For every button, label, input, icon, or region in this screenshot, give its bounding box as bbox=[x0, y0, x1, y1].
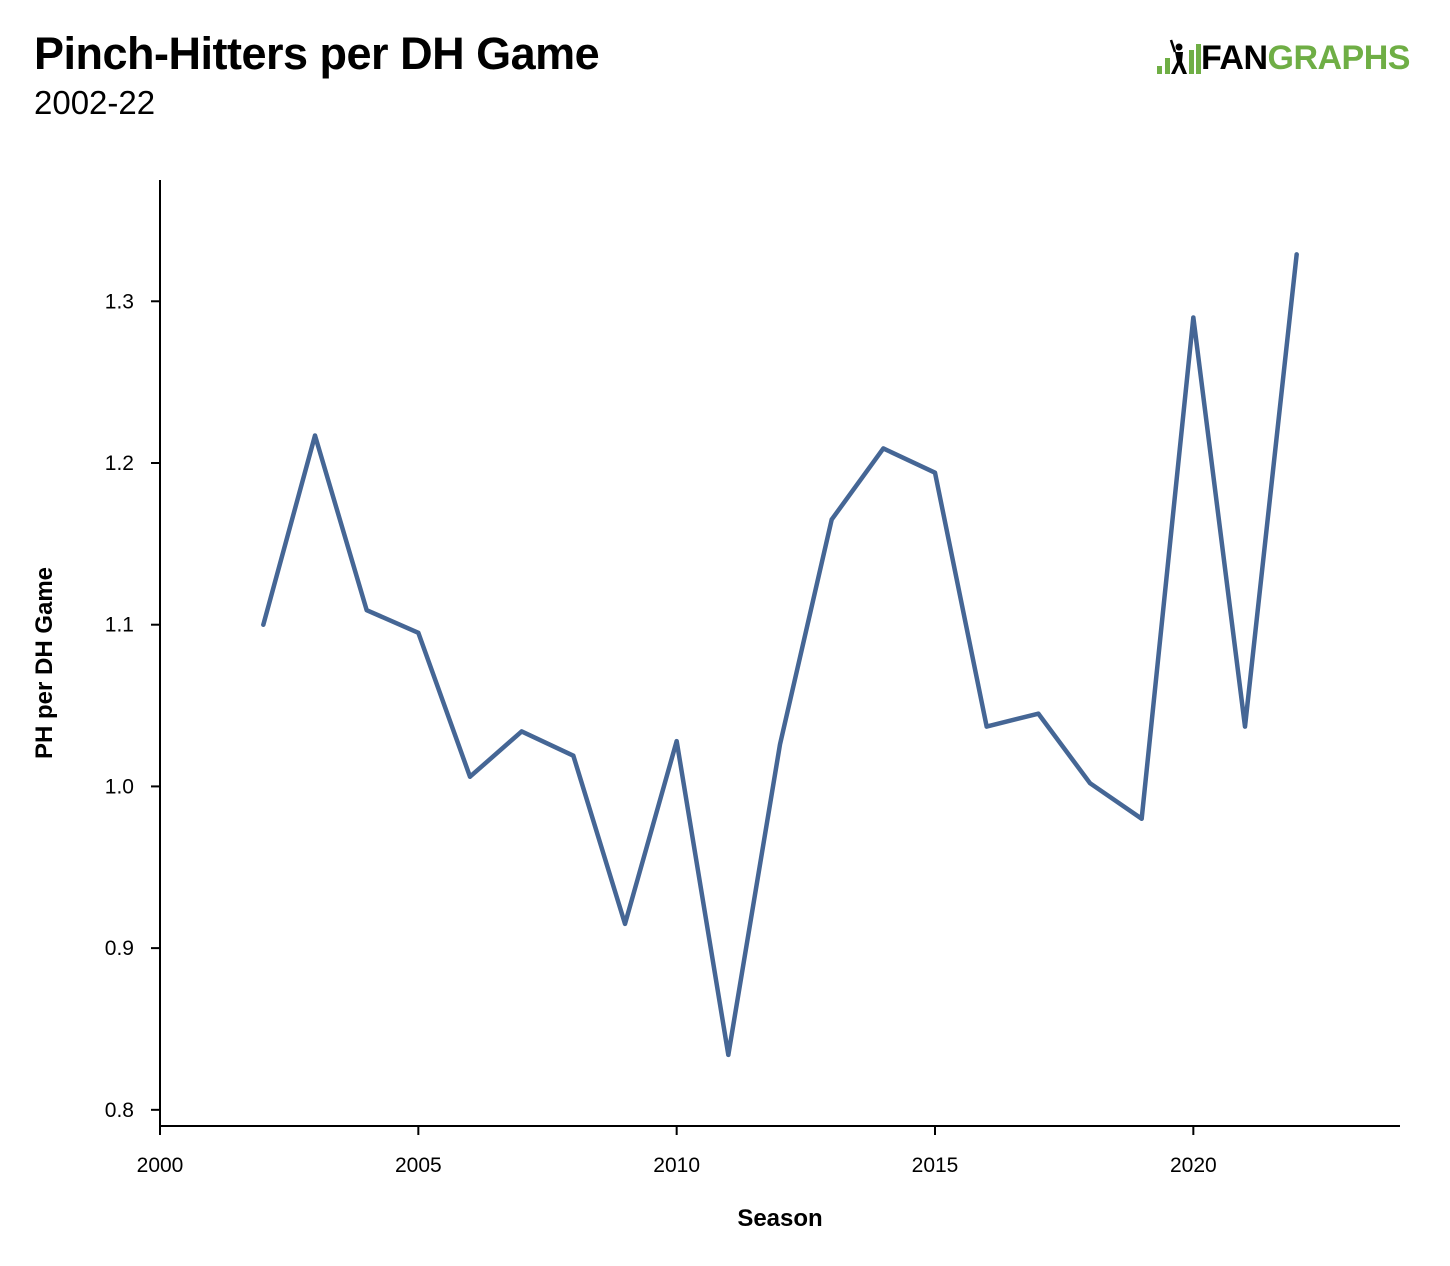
data-point bbox=[778, 742, 782, 747]
data-point bbox=[468, 774, 472, 779]
chart-series bbox=[261, 252, 1299, 1058]
data-point bbox=[674, 739, 679, 744]
series-line bbox=[261, 252, 1299, 1058]
y-tick-label: 0.9 bbox=[105, 937, 134, 960]
data-point bbox=[1139, 816, 1144, 821]
chart-subtitle: 2002-22 bbox=[34, 84, 156, 121]
data-point bbox=[261, 622, 266, 627]
data-point bbox=[571, 753, 576, 758]
data-point bbox=[416, 630, 421, 635]
data-point bbox=[1036, 711, 1041, 716]
chart-axes bbox=[159, 180, 1400, 1127]
x-tick-label: 2010 bbox=[653, 1154, 700, 1177]
data-point bbox=[623, 921, 627, 926]
y-axis-title: PH per DH Game bbox=[31, 567, 58, 759]
y-tick-label: 1.0 bbox=[105, 775, 134, 798]
data-point bbox=[313, 433, 317, 438]
chart-ticks: 2000 2005 2010 2015 2020 0.8 0.9 1.0 1.1 1.2 1.3 bbox=[105, 290, 1217, 1177]
data-point bbox=[829, 517, 834, 522]
x-tick-label: 2005 bbox=[395, 1154, 442, 1177]
data-point bbox=[933, 470, 937, 475]
logo-graphs-text: GRAPHS bbox=[1267, 38, 1411, 77]
x-tick-label: 2015 bbox=[912, 1154, 959, 1177]
fangraphs-logo: FAN GRAPHS bbox=[1155, 38, 1410, 78]
logo-fan-text: FAN bbox=[1201, 38, 1268, 77]
data-point bbox=[519, 729, 524, 734]
data-point bbox=[364, 608, 369, 613]
x-tick-label: 2020 bbox=[1170, 1154, 1217, 1177]
data-point bbox=[1243, 724, 1247, 729]
data-point bbox=[881, 446, 886, 451]
chart-title: Pinch-Hitters per DH Game bbox=[34, 28, 600, 79]
data-point bbox=[1088, 781, 1092, 786]
y-tick-label: 1.2 bbox=[105, 452, 134, 475]
x-axis-title: Season bbox=[737, 1205, 822, 1232]
data-point bbox=[726, 1052, 731, 1057]
y-tick-label: 1.3 bbox=[105, 290, 134, 313]
data-point bbox=[1191, 315, 1196, 320]
y-tick-label: 0.8 bbox=[105, 1099, 134, 1122]
x-tick-label: 2000 bbox=[137, 1154, 184, 1177]
batter-bars-icon bbox=[1157, 39, 1201, 74]
data-point bbox=[984, 724, 989, 729]
data-point bbox=[1294, 252, 1299, 257]
y-tick-label: 1.1 bbox=[105, 614, 134, 637]
